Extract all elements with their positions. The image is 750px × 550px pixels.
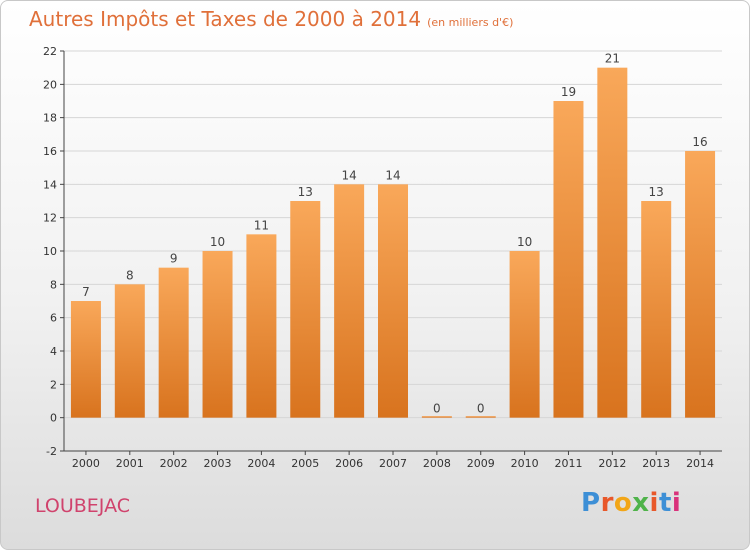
- bar-2009: [465, 416, 496, 418]
- bar-2008: [421, 416, 452, 418]
- x-tick-label-2010: 2010: [511, 457, 539, 470]
- data-label-2003: 10: [210, 235, 225, 249]
- bar-2010: [509, 251, 540, 418]
- data-label-2014: 16: [692, 135, 707, 149]
- chart-title: Autres Impôts et Taxes de 2000 à 2014 (en…: [29, 7, 513, 31]
- x-tick-label-2011: 2011: [554, 457, 582, 470]
- chart-title-text: Autres Impôts et Taxes de 2000 à 2014: [29, 7, 422, 31]
- data-label-2012: 21: [605, 52, 620, 66]
- logo-letter: t: [658, 488, 672, 518]
- proxiti-logo: Proxiti: [581, 488, 681, 518]
- x-tick-label-2003: 2003: [204, 457, 232, 470]
- x-tick-label-2001: 2001: [116, 457, 144, 470]
- data-label-2004: 11: [254, 218, 269, 232]
- chart-subtitle: (en milliers d'€): [427, 16, 514, 29]
- data-label-2008: 0: [433, 402, 441, 416]
- data-label-2000: 7: [82, 285, 90, 299]
- data-label-2010: 10: [517, 235, 532, 249]
- y-tick-label: -2: [46, 445, 57, 458]
- data-label-2001: 8: [126, 268, 134, 282]
- bar-2012: [597, 67, 628, 418]
- logo-letter: x: [632, 488, 650, 518]
- bar-2007: [378, 184, 408, 418]
- data-label-2005: 13: [298, 185, 313, 199]
- data-label-2011: 19: [561, 85, 576, 99]
- bars: [70, 67, 716, 418]
- logo-letter: r: [600, 488, 614, 518]
- data-label-2002: 9: [170, 252, 178, 266]
- bar-2006: [334, 184, 365, 418]
- bar-2002: [158, 267, 189, 418]
- y-tick-label: 20: [43, 78, 57, 91]
- bar-2003: [202, 251, 233, 418]
- x-tick-label-2014: 2014: [686, 457, 714, 470]
- bar-2005: [290, 201, 321, 418]
- y-tick-label: 18: [43, 112, 57, 125]
- x-tick-label-2004: 2004: [247, 457, 275, 470]
- y-tick-label: 2: [50, 378, 57, 391]
- y-tick-label: 0: [50, 412, 57, 425]
- axes: -2 0 2 4 6 8 10 12 14 16 18 20 22 2000 2001 2002 2003 200…: [43, 45, 722, 470]
- logo-letter: i: [671, 488, 682, 518]
- x-tick-label-2002: 2002: [160, 457, 188, 470]
- y-tick-label: 16: [43, 145, 57, 158]
- x-tick-label-2005: 2005: [291, 457, 319, 470]
- bar-2004: [246, 234, 277, 418]
- data-label-2013: 13: [649, 185, 664, 199]
- x-tick-label-2009: 2009: [467, 457, 495, 470]
- data-label-2007: 14: [385, 168, 400, 182]
- data-labels: 7 8 9 10 11 13 14 14 0 0 10 19 21 13 16: [82, 52, 708, 416]
- x-tick-label-2007: 2007: [379, 457, 407, 470]
- logo-letter: i: [649, 488, 659, 518]
- bar-2013: [641, 201, 672, 418]
- x-tick-label-2006: 2006: [335, 457, 363, 470]
- logo-letter: P: [581, 488, 601, 518]
- y-tick-label: 8: [50, 278, 57, 291]
- x-tick-label-2013: 2013: [642, 457, 670, 470]
- commune-name: LOUBEJAC: [35, 495, 131, 517]
- x-tick-label-2008: 2008: [423, 457, 451, 470]
- x-tick-label-2012: 2012: [598, 457, 626, 470]
- data-label-2009: 0: [477, 402, 485, 416]
- data-label-2006: 14: [341, 168, 356, 182]
- y-tick-label: 14: [43, 178, 57, 191]
- logo-letter: o: [613, 488, 633, 518]
- bar-2014: [685, 151, 716, 418]
- bar-2001: [114, 284, 145, 418]
- y-tick-label: 4: [50, 345, 57, 358]
- y-tick-label: 10: [43, 245, 57, 258]
- x-tick-label-2000: 2000: [72, 457, 100, 470]
- y-tick-label: 12: [43, 212, 57, 225]
- y-tick-label: 6: [50, 312, 57, 325]
- y-tick-label: 22: [43, 45, 57, 58]
- bar-2011: [553, 101, 584, 418]
- bar-2000: [70, 301, 101, 418]
